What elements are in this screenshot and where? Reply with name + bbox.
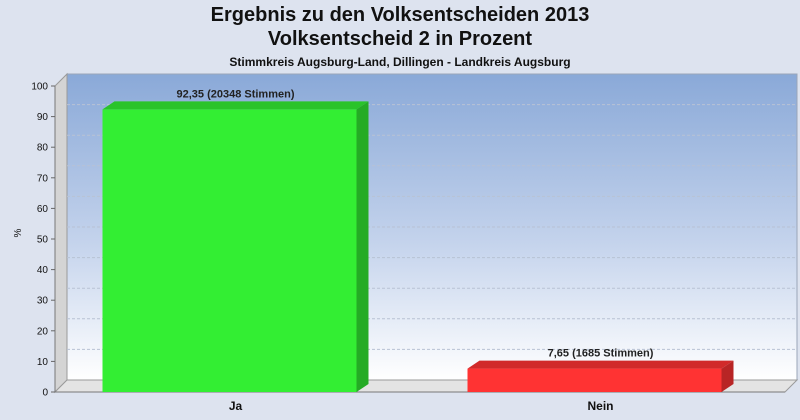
x-tick-label: Nein: [587, 399, 613, 413]
plot-side-wall: [54, 72, 68, 394]
data-label: 92,35 (20348 Stimmen): [176, 88, 294, 100]
y-tick-label: 80: [37, 143, 49, 154]
y-tick-label: 70: [37, 173, 49, 184]
bar-ja: [102, 101, 369, 392]
y-axis-label: %: [13, 228, 24, 237]
y-tick-label: 30: [37, 296, 49, 307]
bar-nein: [467, 360, 734, 392]
y-tick-label: 10: [37, 357, 49, 368]
chart-title: Ergebnis zu den Volksentscheiden 2013: [210, 4, 590, 26]
y-tick-label: 0: [42, 388, 48, 399]
chart-subtitle: Stimmkreis Augsburg-Land, Dillingen - La…: [229, 55, 571, 69]
bar-top: [467, 360, 734, 369]
bar-front: [467, 368, 722, 392]
data-label: 7,65 (1685 Stimmen): [548, 348, 654, 360]
y-tick-label: 60: [37, 204, 49, 215]
bar-top: [102, 101, 369, 110]
y-tick-label: 100: [31, 82, 48, 93]
y-tick-label: 40: [37, 265, 49, 276]
y-tick-label: 90: [37, 112, 49, 123]
y-tick-label: 50: [37, 235, 49, 246]
y-tick-label: 20: [37, 326, 49, 337]
bar-side: [356, 101, 369, 392]
x-tick-label: Ja: [229, 399, 243, 413]
bar-side: [721, 360, 734, 392]
bar-front: [102, 109, 357, 392]
chart-title-2: Volksentscheid 2 in Prozent: [267, 28, 533, 50]
